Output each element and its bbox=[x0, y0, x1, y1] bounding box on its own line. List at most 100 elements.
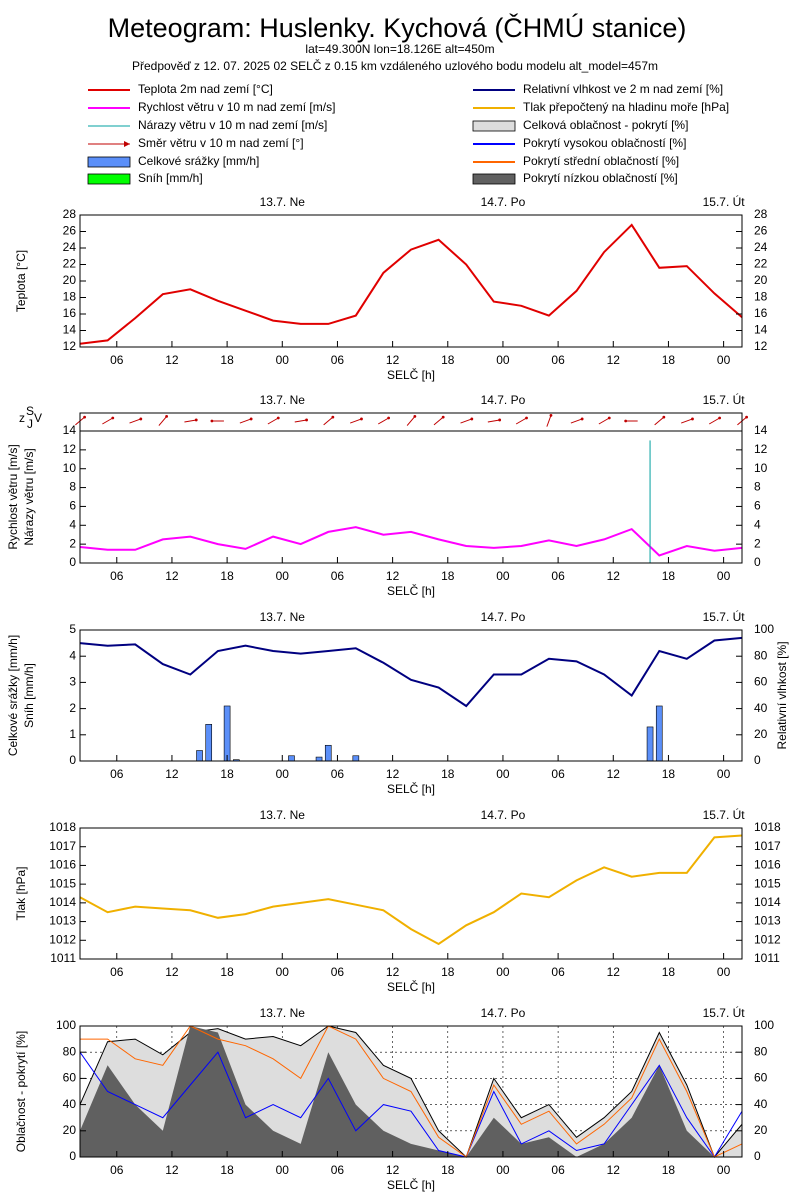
x-tick-label: 00 bbox=[276, 569, 290, 583]
y-tick-label: 2 bbox=[69, 536, 76, 550]
y-tick-label: 80 bbox=[63, 1044, 77, 1058]
y2-tick-label: 40 bbox=[754, 701, 768, 715]
x-tick-label: 18 bbox=[662, 353, 676, 367]
wind-arrow bbox=[239, 418, 252, 424]
x-tick-label: 18 bbox=[220, 965, 234, 979]
x-tick-label: 18 bbox=[441, 353, 455, 367]
wind-arrowhead bbox=[194, 418, 198, 422]
y2-tick-label: 12 bbox=[754, 339, 768, 353]
y-tick-label: 14 bbox=[63, 323, 77, 337]
wind-arrow bbox=[598, 417, 610, 425]
y2-tick-label: 40 bbox=[754, 1097, 768, 1111]
y-tick-label: 8 bbox=[69, 480, 76, 494]
y2-axis-label: Relativní vlhkost [%] bbox=[775, 641, 789, 749]
x-tick-label: 06 bbox=[331, 569, 345, 583]
wind-arrowhead bbox=[210, 419, 214, 423]
legend-label: Tlak přepočtený na hladinu moře [hPa] bbox=[523, 100, 729, 114]
y2-tick-label: 14 bbox=[754, 423, 768, 437]
bar bbox=[655, 705, 663, 762]
x-tick-label: 00 bbox=[717, 1163, 731, 1177]
wind-arrow bbox=[570, 418, 583, 424]
wind-arrowhead bbox=[111, 416, 115, 420]
x-tick-label: 06 bbox=[551, 767, 565, 781]
x-tick-label: 12 bbox=[165, 965, 179, 979]
x-tick-label: 00 bbox=[276, 767, 290, 781]
legend-label: Relativní vlhkost ve 2 m nad zemí [%] bbox=[523, 82, 723, 96]
y-tick-label: 10 bbox=[63, 461, 77, 475]
x-tick-label: 06 bbox=[551, 353, 565, 367]
x-tick-label: 12 bbox=[165, 569, 179, 583]
legend-label: Nárazy větru v 10 m nad zemí [m/s] bbox=[138, 118, 327, 132]
wind-arrow bbox=[460, 418, 472, 424]
legend-arrowhead bbox=[124, 141, 130, 147]
legend-label: Rychlost větru v 10 m nad zemí [m/s] bbox=[138, 100, 335, 114]
y-tick-label: 0 bbox=[69, 555, 76, 569]
x-tick-label: 06 bbox=[551, 965, 565, 979]
y2-tick-label: 1014 bbox=[754, 895, 781, 909]
line bbox=[79, 834, 743, 946]
date-label: 15.7. Út bbox=[703, 609, 746, 624]
x-tick-label: 12 bbox=[607, 767, 621, 781]
y2-tick-label: 20 bbox=[754, 727, 768, 741]
y2-tick-label: 4 bbox=[754, 517, 761, 531]
x-tick-label: 12 bbox=[386, 965, 400, 979]
y2-tick-label: 14 bbox=[754, 323, 768, 337]
wind-arrowhead bbox=[498, 418, 502, 422]
y2-tick-label: 80 bbox=[754, 648, 768, 662]
compass: V bbox=[34, 411, 42, 425]
y-tick-label: 1018 bbox=[49, 820, 76, 834]
line bbox=[79, 1051, 743, 1158]
y2-tick-label: 1013 bbox=[754, 914, 781, 928]
legend-label: Celkové srážky [mm/h] bbox=[138, 154, 259, 168]
x-tick-label: 00 bbox=[496, 965, 510, 979]
wind-arrowhead bbox=[276, 416, 280, 420]
x-axis-label: SELČ [h] bbox=[387, 979, 435, 994]
wind-arrowhead bbox=[413, 415, 417, 418]
y-tick-label: 1012 bbox=[49, 932, 76, 946]
y2-tick-label: 28 bbox=[754, 207, 768, 221]
legend-label: Sníh [mm/h] bbox=[138, 171, 203, 185]
wind-arrowhead bbox=[745, 415, 748, 419]
y2-tick-label: 6 bbox=[754, 499, 761, 513]
x-tick-label: 06 bbox=[110, 1163, 124, 1177]
x-tick-label: 18 bbox=[220, 569, 234, 583]
wind-arrowhead bbox=[360, 417, 363, 421]
y-tick-label: 12 bbox=[63, 339, 77, 353]
plot-frame bbox=[79, 629, 743, 762]
y-tick-label: 1 bbox=[69, 727, 76, 741]
panel: 0 20 40 60 80 100 0 20 40 60 80 100 06 12 18 00 06 12 18 00… bbox=[14, 1005, 774, 1192]
y2-tick-label: 0 bbox=[754, 753, 761, 767]
y2-tick-label: 20 bbox=[754, 1123, 768, 1137]
date-label: 15.7. Út bbox=[703, 194, 746, 209]
x-tick-label: 12 bbox=[386, 353, 400, 367]
compass: S bbox=[26, 404, 34, 418]
y-axis-label: Teplota [°C] bbox=[14, 250, 28, 312]
wind-strip bbox=[79, 412, 743, 432]
x-axis-label: SELČ [h] bbox=[387, 583, 435, 598]
x-tick-label: 12 bbox=[607, 1163, 621, 1177]
wind-arrowhead bbox=[662, 415, 666, 419]
panel: 1011 1012 1013 1014 1015 1016 1017 1018 1011 1012… bbox=[14, 807, 781, 994]
x-tick-label: 18 bbox=[441, 569, 455, 583]
y-tick-label: 4 bbox=[69, 517, 76, 531]
wind-arrow bbox=[267, 417, 279, 425]
line bbox=[79, 223, 743, 345]
wind-arrow bbox=[350, 418, 362, 424]
panel: 12 14 16 18 20 22 24 26 28 12 14 16 18 20 22 24 26 28 06 12… bbox=[14, 194, 768, 382]
y-tick-label: 4 bbox=[69, 648, 76, 662]
x-tick-label: 06 bbox=[331, 1163, 345, 1177]
date-label: 13.7. Ne bbox=[260, 393, 306, 407]
wind-arrow bbox=[654, 416, 665, 426]
wind-arrowhead bbox=[387, 416, 391, 420]
x-tick-label: 12 bbox=[165, 353, 179, 367]
y2-tick-label: 80 bbox=[754, 1044, 768, 1058]
compass: z bbox=[19, 411, 25, 425]
y-tick-label: 0 bbox=[69, 1149, 76, 1163]
y2-tick-label: 22 bbox=[754, 257, 768, 271]
x-tick-label: 18 bbox=[441, 1163, 455, 1177]
wind-arrowhead bbox=[691, 417, 694, 421]
bar bbox=[324, 744, 332, 762]
bar bbox=[315, 756, 323, 762]
wind-arrow bbox=[377, 417, 389, 425]
y2-tick-label: 18 bbox=[754, 290, 768, 304]
